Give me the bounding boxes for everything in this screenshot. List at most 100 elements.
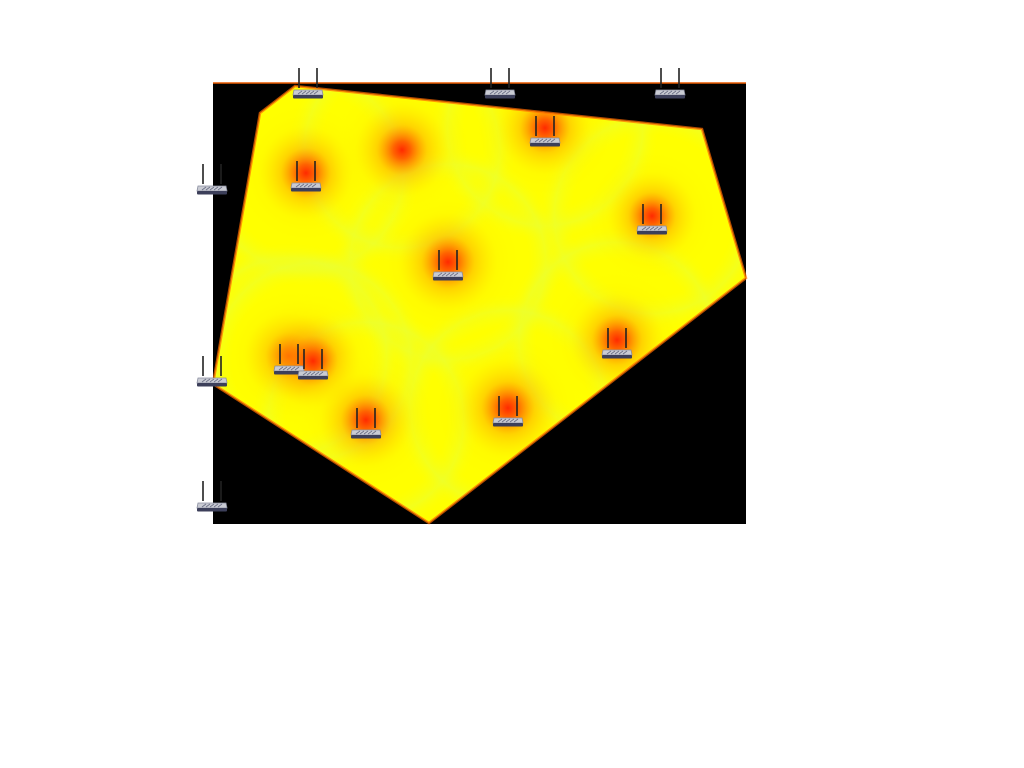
signal-hotspot <box>294 348 438 492</box>
wifi-router-icon[interactable] <box>292 68 324 99</box>
router-vent <box>205 186 211 191</box>
wifi-router-icon[interactable] <box>273 344 305 375</box>
wifi-router-icon[interactable] <box>432 250 464 281</box>
router-vent <box>310 371 316 376</box>
router-vent <box>306 371 312 376</box>
router-vent <box>622 350 628 355</box>
router-vent <box>645 226 651 231</box>
router-vent <box>675 90 681 95</box>
router-vent <box>659 90 665 95</box>
router-vent <box>209 503 215 508</box>
router-vent <box>534 138 540 143</box>
wifi-router-icon[interactable] <box>484 68 516 99</box>
router-vent <box>209 186 215 191</box>
router-vent <box>295 183 301 188</box>
router-vent <box>542 138 548 143</box>
router-vent <box>217 503 223 508</box>
router-vent <box>201 503 207 508</box>
router-base <box>351 435 381 439</box>
router-vent <box>205 503 211 508</box>
router-vent <box>213 186 219 191</box>
router-vent <box>505 418 511 423</box>
router-base <box>602 355 632 359</box>
signal-hotspot <box>372 186 524 338</box>
router-vent <box>209 378 215 383</box>
router-vent <box>309 90 315 95</box>
router-base <box>274 371 304 375</box>
router-vent <box>307 183 313 188</box>
router-vent <box>290 366 296 371</box>
router-vent <box>213 378 219 383</box>
router-vent <box>513 418 519 423</box>
router-vent <box>641 226 647 231</box>
router-base <box>530 143 560 147</box>
router-vent <box>301 90 307 95</box>
wifi-router-icon[interactable] <box>196 164 228 195</box>
router-vent <box>649 226 655 231</box>
router-base <box>433 277 463 281</box>
router-vent <box>437 272 443 277</box>
router-vent <box>311 183 317 188</box>
wifi-router-icon[interactable] <box>350 408 382 439</box>
router-base <box>493 423 523 427</box>
router-vent <box>538 138 544 143</box>
router-vent <box>546 138 552 143</box>
router-vent <box>449 272 455 277</box>
wifi-router-icon[interactable] <box>601 328 633 359</box>
router-vent <box>445 272 451 277</box>
router-vent <box>497 90 503 95</box>
router-vent <box>453 272 459 277</box>
router-vent <box>355 430 361 435</box>
router-vent <box>610 350 616 355</box>
router-vent <box>213 503 219 508</box>
router-vent <box>303 183 309 188</box>
wifi-router-icon[interactable] <box>297 349 329 380</box>
router-vent <box>313 90 319 95</box>
router-vent <box>201 378 207 383</box>
routers-layer <box>196 68 686 512</box>
router-vent <box>663 90 669 95</box>
router-base <box>298 376 328 380</box>
router-vent <box>550 138 556 143</box>
router-vent <box>286 366 292 371</box>
signal-hotspot <box>330 86 474 222</box>
router-base <box>637 231 667 235</box>
router-base <box>655 95 685 99</box>
router-vent <box>294 366 300 371</box>
router-vent <box>441 272 447 277</box>
router-vent <box>299 183 305 188</box>
router-vent <box>614 350 620 355</box>
router-vent <box>217 378 223 383</box>
router-base <box>197 508 227 512</box>
router-vent <box>278 366 284 371</box>
router-base <box>291 188 321 192</box>
router-vent <box>653 226 659 231</box>
router-base <box>485 95 515 99</box>
router-vent <box>497 418 503 423</box>
wifi-router-icon[interactable] <box>196 481 228 512</box>
router-base <box>197 383 227 387</box>
router-vent <box>618 350 624 355</box>
wifi-router-icon[interactable] <box>636 204 668 235</box>
router-vent <box>282 366 288 371</box>
wifi-router-icon[interactable] <box>290 161 322 192</box>
router-base <box>197 191 227 195</box>
router-vent <box>505 90 511 95</box>
wifi-router-icon[interactable] <box>492 396 524 427</box>
router-vent <box>367 430 373 435</box>
signal-hotspot <box>584 148 720 284</box>
wifi-router-icon[interactable] <box>654 68 686 99</box>
router-vent <box>371 430 377 435</box>
router-vent <box>201 186 207 191</box>
router-vent <box>509 418 515 423</box>
router-vent <box>217 186 223 191</box>
router-vent <box>318 371 324 376</box>
wifi-router-icon[interactable] <box>196 356 228 387</box>
wifi-router-icon[interactable] <box>529 116 561 147</box>
router-vent <box>493 90 499 95</box>
router-vent <box>297 90 303 95</box>
router-vent <box>501 418 507 423</box>
router-vent <box>501 90 507 95</box>
